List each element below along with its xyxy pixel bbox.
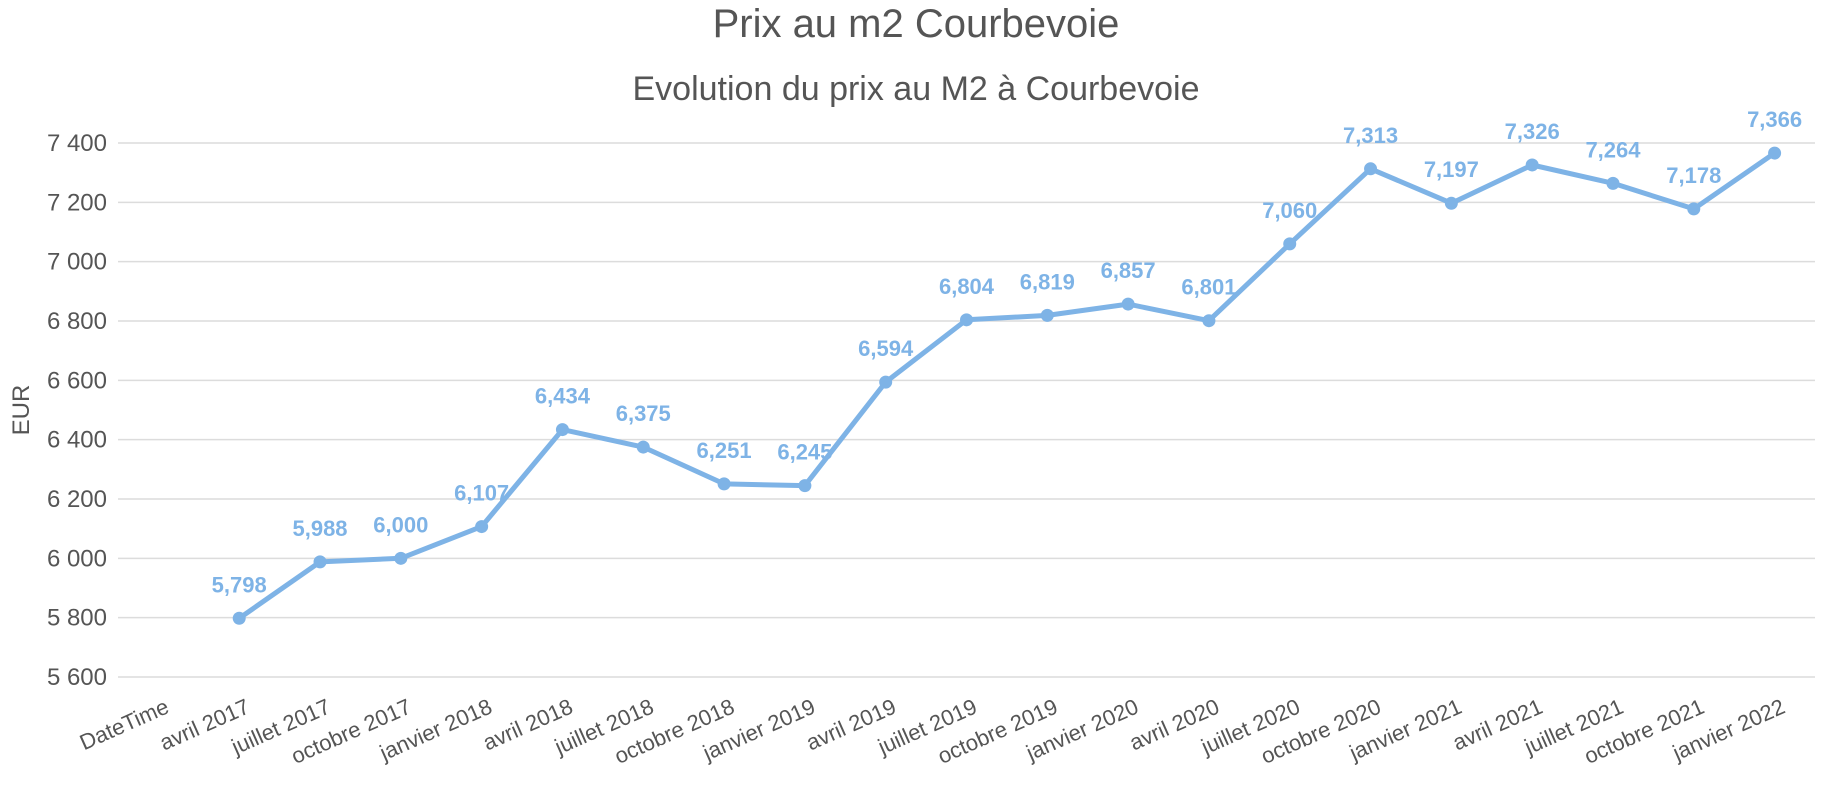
data-point — [1283, 237, 1297, 251]
y-tick-label: 7 000 — [47, 249, 107, 276]
data-label: 5,798 — [212, 572, 267, 597]
y-tick-label: 6 800 — [47, 308, 107, 335]
data-point — [1768, 146, 1782, 160]
y-tick-label: 5 800 — [47, 605, 107, 632]
data-point — [798, 479, 812, 493]
x-tick-label: DateTime — [76, 694, 173, 755]
data-point — [717, 477, 731, 491]
data-label: 6,251 — [697, 438, 752, 463]
data-label: 6,857 — [1101, 258, 1156, 283]
data-label: 6,804 — [939, 274, 995, 299]
data-label: 6,107 — [454, 481, 509, 506]
data-point — [313, 555, 327, 569]
y-tick-label: 6 400 — [47, 427, 107, 454]
data-label: 7,366 — [1747, 107, 1802, 132]
data-label: 6,375 — [616, 401, 671, 426]
data-label: 6,801 — [1181, 275, 1236, 300]
data-point — [636, 440, 650, 454]
data-point — [879, 375, 893, 389]
data-label: 6,434 — [535, 384, 591, 409]
data-label: 6,000 — [373, 512, 428, 537]
y-tick-label: 7 400 — [47, 130, 107, 157]
y-tick-label: 5 600 — [47, 664, 107, 691]
data-point — [1364, 162, 1378, 176]
data-point — [394, 551, 408, 565]
data-label: 6,594 — [858, 336, 914, 361]
y-tick-label: 6 000 — [47, 545, 107, 572]
data-point — [1202, 314, 1216, 328]
data-point — [232, 611, 246, 625]
chart-subtitle: Evolution du prix au M2 à Courbevoie — [632, 70, 1200, 108]
data-point — [1040, 308, 1054, 322]
y-axis-label: EUR — [8, 385, 35, 436]
data-points — [232, 146, 1782, 625]
data-point — [1687, 202, 1701, 216]
data-label: 6,245 — [777, 440, 832, 465]
data-label: 7,326 — [1505, 119, 1560, 144]
data-point — [1121, 297, 1135, 311]
data-label: 7,060 — [1262, 198, 1317, 223]
data-labels: 5,798 5,988 6,000 6,107 6,434 6,375 6,251 6,245… — [212, 107, 1802, 597]
data-point — [555, 423, 569, 437]
series-line — [236, 150, 1778, 621]
chart-title: Prix au m2 Courbevoie — [712, 2, 1120, 46]
data-label: 7,178 — [1666, 163, 1721, 188]
data-label: 6,819 — [1020, 269, 1075, 294]
data-label: 7,197 — [1424, 157, 1479, 182]
y-tick-label: 6 200 — [47, 486, 107, 513]
data-point — [960, 313, 973, 327]
data-point — [475, 520, 489, 534]
data-point — [1525, 158, 1539, 172]
data-point — [1606, 176, 1620, 190]
y-tick-label: 6 600 — [47, 367, 107, 394]
gridlines — [118, 142, 1815, 678]
data-label: 5,988 — [292, 516, 347, 541]
y-tick-label: 7 200 — [47, 189, 107, 216]
data-label: 7,313 — [1343, 123, 1398, 148]
data-label: 7,264 — [1585, 137, 1641, 162]
data-point — [1444, 196, 1458, 210]
y-axis-ticks: 5 600 5 800 6 000 6 200 6 400 6 600 6 800 7 000… — [47, 130, 107, 691]
